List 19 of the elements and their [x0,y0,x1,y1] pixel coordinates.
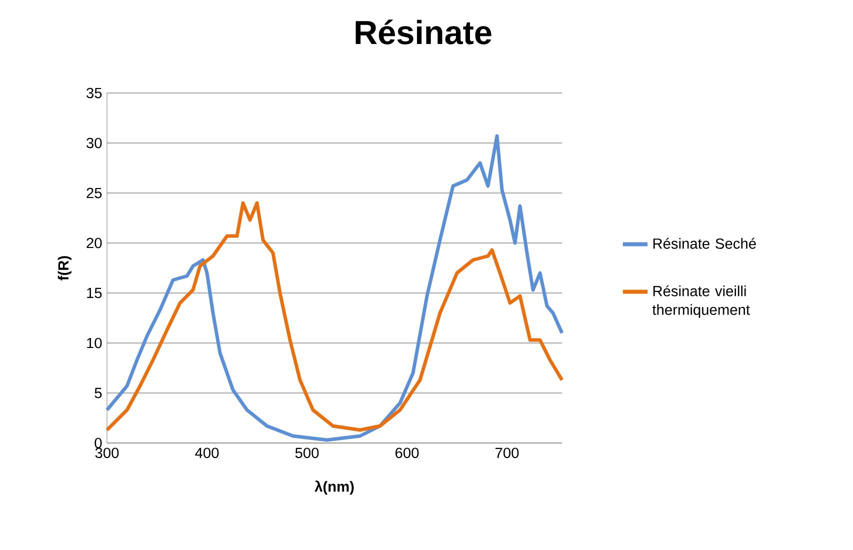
y-tick-label: 5 [94,388,102,398]
x-tick-label: 300 [95,448,119,458]
y-tick-label: 30 [86,138,102,148]
y-tick-label: 0 [94,438,102,448]
y-tick-label: 20 [86,238,102,248]
chart-title: Résinate [356,20,492,44]
x-axis-title: λ(nm) [314,480,354,495]
legend-label: Résinate Seché [653,238,756,249]
y-tick-label: 35 [86,88,102,98]
x-tick-label: 500 [295,448,319,458]
x-tick-label: 600 [396,448,419,458]
legend-label: Résinate vieilli thermiquement [652,285,750,318]
line-series [105,201,564,432]
y-tick-label: 15 [87,288,102,298]
y-tick-label: 25 [86,188,102,198]
x-tick-label: 400 [195,448,219,458]
y-axis-title: f(R) [58,256,72,280]
x-tick-label: 700 [496,448,519,458]
y-tick-label: 10 [87,338,102,348]
